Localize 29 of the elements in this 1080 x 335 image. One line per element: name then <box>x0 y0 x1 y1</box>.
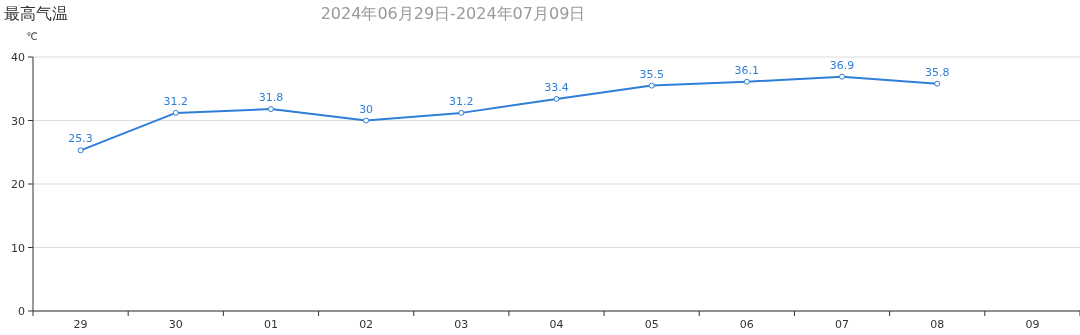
x-tick-label: 06 <box>739 318 754 331</box>
data-label: 33.4 <box>544 80 569 94</box>
y-tick-label: 40 <box>11 51 25 64</box>
y-tick-label: 30 <box>11 114 25 128</box>
data-label: 36.9 <box>829 58 855 72</box>
x-tick-label: 29 <box>73 318 88 331</box>
y-tick-label: 0 <box>18 305 25 318</box>
x-tick-label: 05 <box>644 318 659 331</box>
chart-subtitle: 2024年06月29日-2024年07月09日 <box>320 4 586 23</box>
data-label: 35.5 <box>639 67 664 81</box>
data-label: 36.1 <box>734 63 760 77</box>
x-tick-label: 03 <box>454 318 469 331</box>
data-label: 31.2 <box>449 94 474 108</box>
y-tick-label: 20 <box>11 178 25 191</box>
data-label: 31.2 <box>163 94 189 108</box>
chart-title: 最高气温 <box>4 4 68 23</box>
x-tick-label: 07 <box>835 318 850 331</box>
data-label: 31.8 <box>258 91 284 105</box>
data-label: 25.3 <box>68 132 93 146</box>
y-axis-title: ℃ <box>26 31 38 42</box>
x-tick-label: 08 <box>930 318 945 331</box>
data-label: 35.8 <box>924 65 950 79</box>
x-tick-label: 01 <box>263 318 278 331</box>
y-tick-label: 10 <box>11 241 25 255</box>
x-tick-label: 09 <box>1025 318 1040 331</box>
x-tick-label: 02 <box>359 318 374 331</box>
x-tick-label: 30 <box>168 318 183 331</box>
data-label: 30 <box>359 102 374 116</box>
x-tick-label: 04 <box>549 318 564 331</box>
